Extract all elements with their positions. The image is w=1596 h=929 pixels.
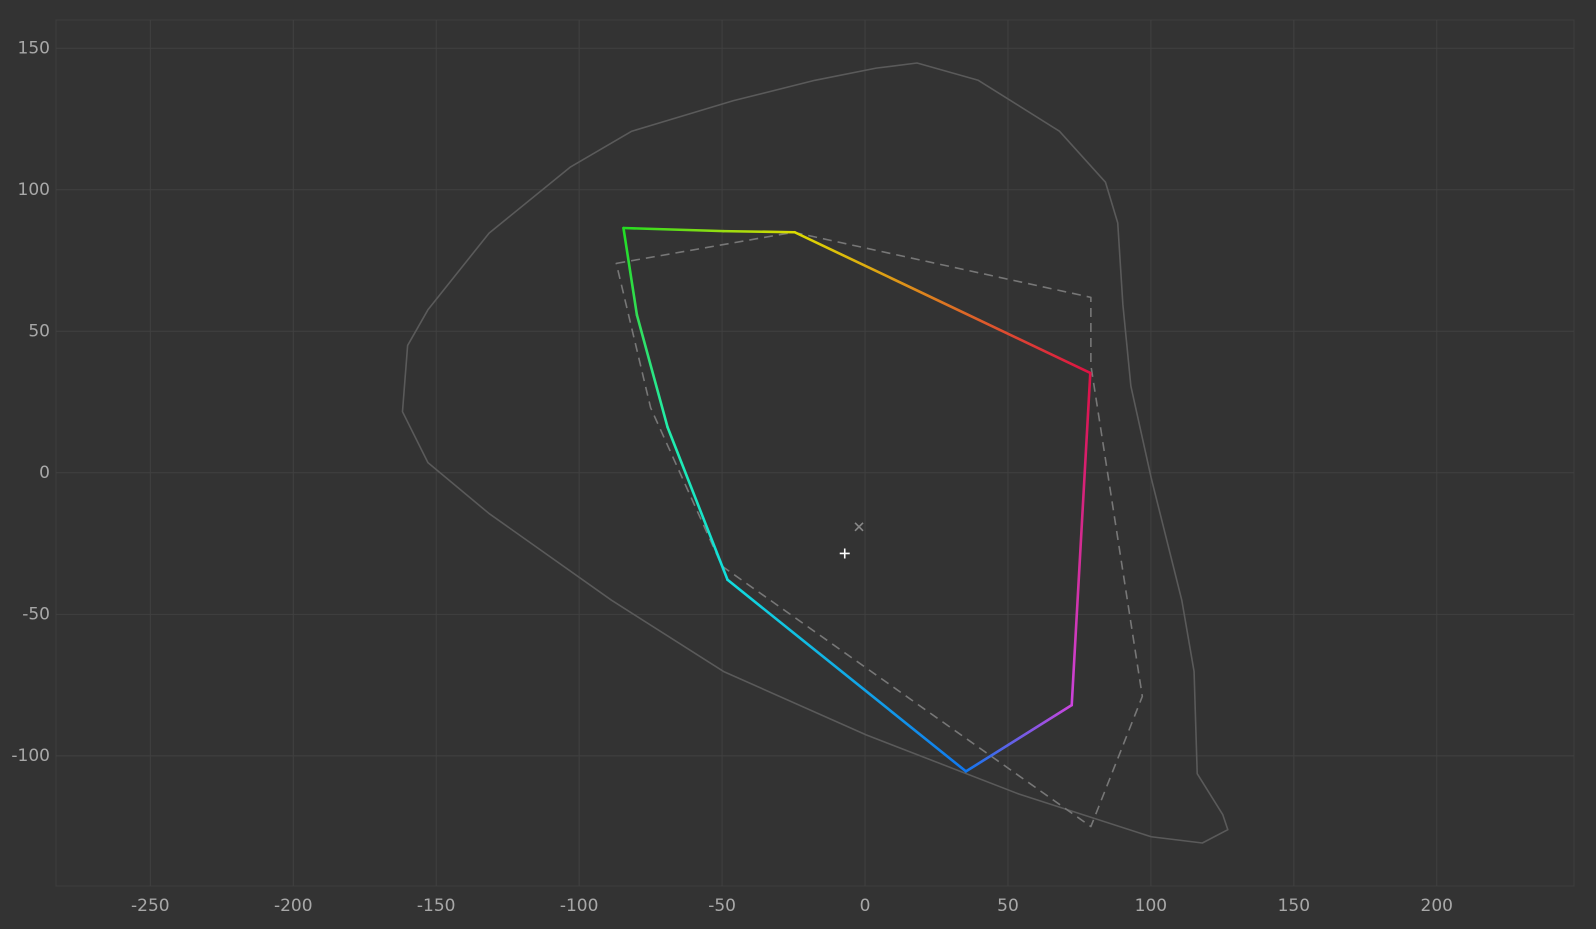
gamut-outline [615, 231, 1144, 828]
gamut-edge [793, 230, 1092, 375]
plot-frame [55, 19, 1575, 887]
y-tick-label: 100 [18, 180, 50, 200]
gamut-edge [726, 578, 968, 773]
y-tick-label: 50 [28, 321, 50, 341]
x-tick-label: 50 [997, 896, 1019, 916]
x-tick-label: -50 [708, 896, 736, 916]
y-tick-label: 150 [18, 38, 50, 58]
gamut-edge [622, 226, 725, 233]
x-tick-label: -250 [131, 896, 170, 916]
x-tick-label: 0 [860, 896, 871, 916]
x-tick-label: 100 [1135, 896, 1167, 916]
x-tick-label: -100 [560, 896, 599, 916]
gamut-edge [964, 703, 1074, 773]
gamut-edge [722, 229, 797, 234]
gamut-edge [1070, 371, 1092, 707]
gamut-outline [401, 62, 1229, 844]
gamut-edge [622, 226, 639, 317]
x-tick-label: -200 [274, 896, 313, 916]
white-point-marker [854, 522, 864, 532]
y-tick-label: -100 [11, 746, 50, 766]
x-tick-label: -150 [417, 896, 456, 916]
y-tick-label: -50 [22, 604, 50, 624]
y-tick-label: 0 [39, 463, 50, 483]
gamut-edge [666, 425, 729, 582]
x-tick-label: 200 [1421, 896, 1453, 916]
gamut-edge [635, 313, 669, 429]
white-point-marker [839, 548, 850, 559]
x-tick-label: 150 [1278, 896, 1310, 916]
